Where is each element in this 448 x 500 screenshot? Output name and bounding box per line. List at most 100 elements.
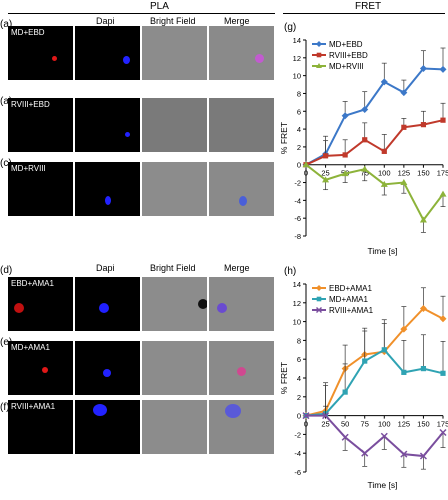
series-rviii-ebd <box>303 102 446 168</box>
dark-object <box>198 299 207 309</box>
bright-field-image <box>142 26 207 80</box>
series-line <box>305 307 444 417</box>
dapi-image <box>75 26 140 80</box>
pla-image: MD+EBD <box>8 26 73 80</box>
pla-image: EBD+AMA1 <box>8 277 73 331</box>
data-point <box>361 449 369 457</box>
dapi-image <box>75 400 140 454</box>
y-tick-label: 6 <box>297 107 301 116</box>
data-point <box>322 412 330 420</box>
bright-field-image <box>142 400 207 454</box>
x-tick-label: 0 <box>304 169 308 178</box>
data-point <box>439 428 447 437</box>
y-tick-label: 4 <box>297 125 301 134</box>
pla-signal-spot <box>42 367 48 373</box>
pla-image: MD+RVIII <box>8 162 73 216</box>
x-axis-label: Time [s] <box>368 246 398 256</box>
data-point <box>401 369 407 375</box>
data-point <box>439 315 447 323</box>
column-header-bright-field-lower: Bright Field <box>150 263 196 273</box>
y-tick-label: 12 <box>293 54 301 63</box>
data-point <box>342 389 348 395</box>
x-tick-label: 175 <box>437 420 448 429</box>
row-letter: (e) <box>0 337 13 348</box>
x-tick-label: 150 <box>417 169 430 178</box>
nucleus-spot <box>103 369 111 377</box>
pla-image: RVIII+AMA1 <box>8 400 73 454</box>
data-point <box>322 153 329 159</box>
merge-image <box>209 98 274 152</box>
legend: EBD+AMA1 MD+AMA1 RVIII+AMA1 <box>312 284 374 315</box>
series-line <box>306 414 444 458</box>
data-point <box>361 105 369 113</box>
data-point <box>322 176 330 183</box>
fret-chart-g: (g)-8-6-4-202468101214025507510012515017… <box>279 22 448 256</box>
y-tick-label: -4 <box>294 449 301 458</box>
data-point <box>420 122 427 128</box>
y-tick-label: 10 <box>293 72 301 81</box>
dapi-image <box>75 341 140 395</box>
data-point <box>380 78 388 86</box>
y-tick-label: 12 <box>293 299 301 308</box>
x-tick-label: 75 <box>361 420 369 429</box>
legend-label: RVIII+EBD <box>329 51 368 60</box>
data-point <box>341 433 349 441</box>
merge-image <box>209 162 274 216</box>
panel-letter: (h) <box>284 266 296 277</box>
y-tick-label: -4 <box>294 196 301 205</box>
data-point <box>401 124 407 130</box>
merge-image <box>209 341 274 395</box>
data-point <box>342 152 348 158</box>
merge-spot <box>225 404 241 418</box>
y-tick-label: 2 <box>297 393 301 402</box>
nucleus-spot <box>99 303 109 313</box>
data-point <box>362 358 368 364</box>
bright-field-image <box>142 341 207 395</box>
data-point <box>440 370 446 376</box>
data-point <box>439 190 447 197</box>
data-point <box>400 450 408 458</box>
data-point <box>302 161 310 168</box>
x-tick-label: 25 <box>321 169 329 178</box>
y-tick-label: -6 <box>294 468 301 477</box>
row-label: MD+RVIII <box>11 164 46 173</box>
data-point <box>419 452 427 460</box>
merge-image <box>209 26 274 80</box>
y-tick-label: 0 <box>297 412 301 421</box>
data-point <box>341 112 349 120</box>
series-rviii-ama1 <box>302 405 447 470</box>
data-point <box>362 137 368 143</box>
row-letter: (f) <box>0 402 10 413</box>
row-letter: (d) <box>0 265 13 276</box>
y-tick-label: -6 <box>294 214 301 223</box>
legend-label: MD+RVIII <box>329 62 364 71</box>
row-letter: (a) <box>0 96 13 107</box>
series-line <box>305 163 444 222</box>
y-tick-label: 14 <box>293 36 301 45</box>
nucleus-spot <box>123 56 130 64</box>
legend-marker <box>316 63 322 68</box>
bright-field-image <box>142 162 207 216</box>
pla-header: PLA <box>150 1 169 12</box>
legend-marker <box>316 285 322 291</box>
data-point <box>420 366 427 372</box>
y-tick-label: -2 <box>294 430 301 439</box>
y-axis-label: % FRET <box>279 122 289 154</box>
y-tick-label: -8 <box>294 232 301 241</box>
x-tick-label: 125 <box>398 420 411 429</box>
x-tick-label: 100 <box>378 420 391 429</box>
legend-label: EBD+AMA1 <box>329 284 372 293</box>
y-tick-label: 2 <box>297 143 301 152</box>
row-letter: (c) <box>0 158 12 169</box>
legend-label: MD+EBD <box>329 40 363 49</box>
legend-marker <box>316 307 322 313</box>
data-point <box>419 304 427 312</box>
series-line <box>305 67 444 166</box>
y-axis-label: % FRET <box>279 362 289 394</box>
y-tick-label: 14 <box>293 280 301 289</box>
column-header-merge: Merge <box>224 16 250 26</box>
data-point <box>361 165 369 172</box>
fret-header-rule <box>283 13 445 14</box>
column-header-dapi-lower: Dapi <box>96 263 115 273</box>
